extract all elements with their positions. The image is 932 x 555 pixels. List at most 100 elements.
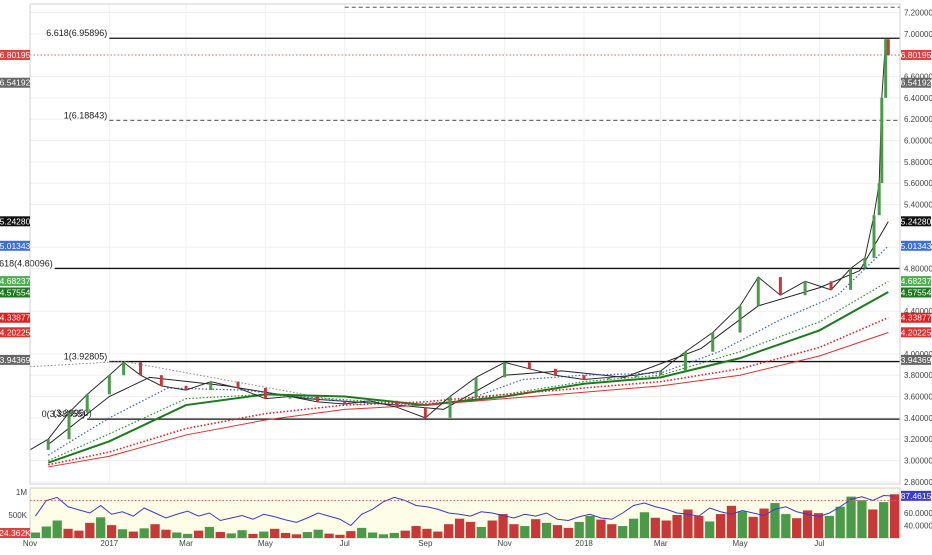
price-candle (711, 332, 715, 352)
volume-bar (639, 512, 650, 538)
right-axis-tag-label: 4.68237 (901, 276, 932, 286)
trendlines (29, 360, 364, 406)
left-axis-tag (0, 216, 30, 227)
price-line (29, 39, 889, 451)
price-series (29, 39, 890, 451)
volume-bar (824, 515, 834, 538)
time-tick-label: Nov (498, 539, 512, 548)
left-axis-tag-label: 4.20225 (0, 327, 31, 337)
volume-bar (792, 518, 802, 538)
level-label: 1(3.92805) (64, 352, 108, 362)
price-candle (343, 401, 347, 404)
price-candle (527, 362, 531, 369)
price-candle (553, 368, 557, 376)
volume-bar (106, 525, 117, 538)
volume-bar (476, 526, 486, 538)
right-axis-tag-label: 4.33877 (901, 313, 932, 323)
price-tick-label: 5.80000 (904, 158, 932, 167)
time-tick-label: May (258, 539, 273, 548)
volume-bar (357, 527, 367, 538)
volume-bar (726, 505, 737, 538)
volume-bar (248, 533, 258, 538)
price-candle (607, 377, 611, 380)
volume-bar (520, 526, 530, 538)
volume-bar (487, 520, 497, 538)
volume-bar (650, 517, 660, 538)
volume-bar (879, 502, 889, 538)
time-tick-label: Jul (814, 539, 824, 548)
grid (29, 4, 900, 538)
price-candle (209, 381, 213, 391)
volume-bar (346, 531, 356, 538)
price-candle (756, 277, 760, 306)
price-candle (582, 375, 586, 380)
price-tick-label: 6.20000 (904, 115, 932, 124)
volume-bar (237, 530, 247, 538)
volume-bar (531, 519, 541, 538)
time-tick-label: Mar (179, 539, 193, 548)
right-axis-tag (901, 287, 931, 298)
volume-bar (117, 529, 128, 538)
price-candle (367, 400, 371, 404)
volume-bar (607, 524, 617, 538)
time-tick-label: Mar (654, 539, 668, 548)
right-axis-tag-label: 3.94369 (901, 355, 932, 365)
level-label: (3.39950) (53, 408, 92, 418)
price-tick-label: 2.80000 (904, 478, 932, 487)
price-candle (778, 277, 782, 296)
price-candle (67, 412, 71, 440)
price-tick-label: 3.00000 (904, 457, 932, 466)
volume-bar (748, 516, 758, 538)
volume-bar (335, 534, 345, 538)
volume-bar (204, 526, 215, 538)
price-candle (139, 362, 143, 376)
volume-bar (270, 528, 280, 538)
price-tick-label: 4.00000 (904, 350, 932, 359)
time-tick-label: Nov (23, 539, 37, 548)
price-tick-label: 4.40000 (904, 307, 932, 316)
time-tick-label: 2018 (575, 539, 593, 548)
price-candle (803, 281, 807, 296)
price-tick-label: 7.00000 (904, 30, 932, 39)
volume-bar (63, 528, 73, 538)
volume-bar (857, 500, 867, 538)
price-candle (315, 396, 319, 402)
price-tick-label: 3.40000 (904, 414, 932, 423)
left-axis-tag (0, 287, 30, 298)
price-candle (659, 370, 663, 376)
volume-bar (226, 533, 236, 538)
time-tick-label: Jul (340, 539, 350, 548)
volume-bar (737, 511, 747, 538)
volume-bar (574, 521, 584, 538)
price-candle (395, 400, 399, 408)
volume-bar (802, 510, 813, 538)
time-tick-label: 2017 (100, 539, 118, 548)
right-axis-tag-label: 4.20225 (901, 327, 932, 337)
volume-bar (846, 496, 856, 538)
volume-bar (759, 508, 769, 538)
price-candle (46, 439, 50, 450)
price-candle (877, 183, 881, 216)
time-tick-label: May (732, 539, 747, 548)
left-axis-tag-label: 4.33877 (0, 313, 31, 323)
price-candle (634, 375, 638, 378)
moving-average-line (47, 291, 889, 464)
left-axis-tag-label: 5.01343 (0, 241, 31, 251)
price-tick-label: 4.80000 (904, 265, 932, 274)
price-tick-label: 3.80000 (904, 371, 932, 380)
volume-bar (411, 526, 421, 538)
right-axis-tag-label: 5.01343 (901, 241, 932, 251)
volume-bar (128, 531, 138, 538)
moving-average-line (47, 280, 889, 462)
price-candle (683, 351, 687, 371)
volume-bar (813, 513, 824, 538)
plot-frame (29, 3, 901, 485)
volume-bar (868, 509, 878, 538)
price-tick-label: 7.20000 (904, 9, 932, 18)
volume-bar (183, 533, 193, 538)
left-axis-tag-label: 5.24280 (0, 216, 31, 226)
price-candle (474, 377, 478, 397)
volume-indicator-line (35, 494, 895, 527)
